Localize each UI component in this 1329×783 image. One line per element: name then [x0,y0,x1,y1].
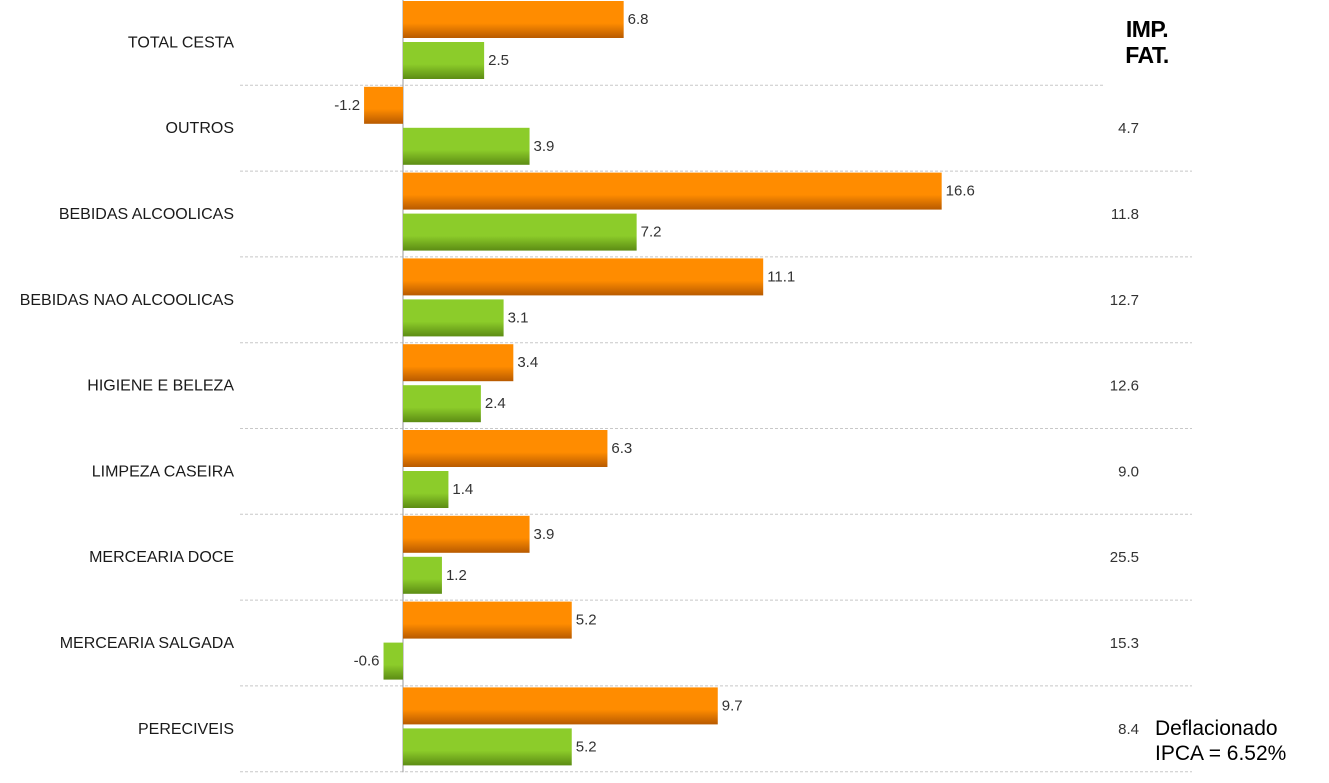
data-label: 5.2 [576,738,597,755]
data-label: 11.1 [767,268,795,285]
bar-series-1 [403,1,624,38]
category-label: OUTROS [166,120,234,137]
bar-series-2 [403,127,530,165]
imp-fat-header: IMP. FAT. [1112,16,1182,68]
imp-fat-value: 15.3 [1110,635,1139,652]
bar-series-2 [383,642,403,680]
bar-series-2 [403,385,481,423]
imp-fat-header-line1: IMP. [1125,16,1169,42]
data-label: 2.4 [485,395,506,412]
data-label: 3.4 [517,354,538,371]
category-label: HIGIENE E BELEZA [87,378,234,395]
imp-fat-header-line2: FAT. [1125,42,1169,68]
imp-fat-value: 8.4 [1118,721,1139,738]
bar-series-2 [403,213,637,251]
data-label: -0.6 [354,653,380,670]
bar-series-1 [403,344,514,382]
bar-series-1 [403,172,942,210]
bar-series-1 [403,430,608,467]
data-label: 1.2 [446,567,467,584]
data-label: 5.2 [576,612,597,629]
bar-series-2 [403,299,504,337]
category-label: TOTAL CESTA [128,34,234,51]
data-label: 3.9 [534,526,555,543]
imp-fat-value: 25.5 [1110,549,1139,566]
bar-series-2 [403,471,449,508]
bar-series-1 [364,86,403,124]
data-label: 3.9 [534,138,555,155]
data-label: 9.7 [722,697,743,714]
bar-series-1 [403,515,530,553]
bars [364,1,942,766]
category-label: PERECIVEIS [138,721,234,738]
imp-fat-value: 11.8 [1111,206,1139,223]
deflation-note-line1: Deflacionado [1155,717,1278,740]
bar-series-1 [403,601,572,639]
bar-series-1 [403,687,718,725]
data-label: 6.8 [628,11,649,28]
data-label: 6.3 [611,440,632,457]
category-label: LIMPEZA CASEIRA [92,463,235,480]
bar-series-2 [403,556,442,594]
data-label: 2.5 [488,52,509,69]
category-label: BEBIDAS ALCOOLICAS [59,206,234,223]
data-label: 1.4 [452,481,473,498]
labels: TOTAL CESTA 6.8 2.5 OUTROS -1.2 3.9 4.7 BEBIDAS… [20,11,1139,755]
imp-fat-value: 12.7 [1110,292,1139,309]
data-label: 16.6 [946,183,975,200]
category-label: MERCEARIA DOCE [89,549,234,566]
imp-fat-value: 4.7 [1118,120,1139,137]
bar-series-2 [403,728,572,766]
data-label: -1.2 [334,97,360,114]
category-label: MERCEARIA SALGADA [60,635,235,652]
deflation-note-line2: IPCA = 6.52% [1155,742,1287,765]
category-label: BEBIDAS NAO ALCOOLICAS [20,292,234,309]
bar-series-1 [403,258,764,296]
gridlines [240,84,1192,773]
imp-fat-value: 9.0 [1118,463,1139,480]
data-label: 3.1 [508,309,529,326]
data-label: 7.2 [641,224,662,241]
imp-fat-value: 12.6 [1110,378,1139,395]
deflation-note: Deflacionado IPCA = 6.52% [1155,716,1286,766]
bar-series-2 [403,42,485,79]
